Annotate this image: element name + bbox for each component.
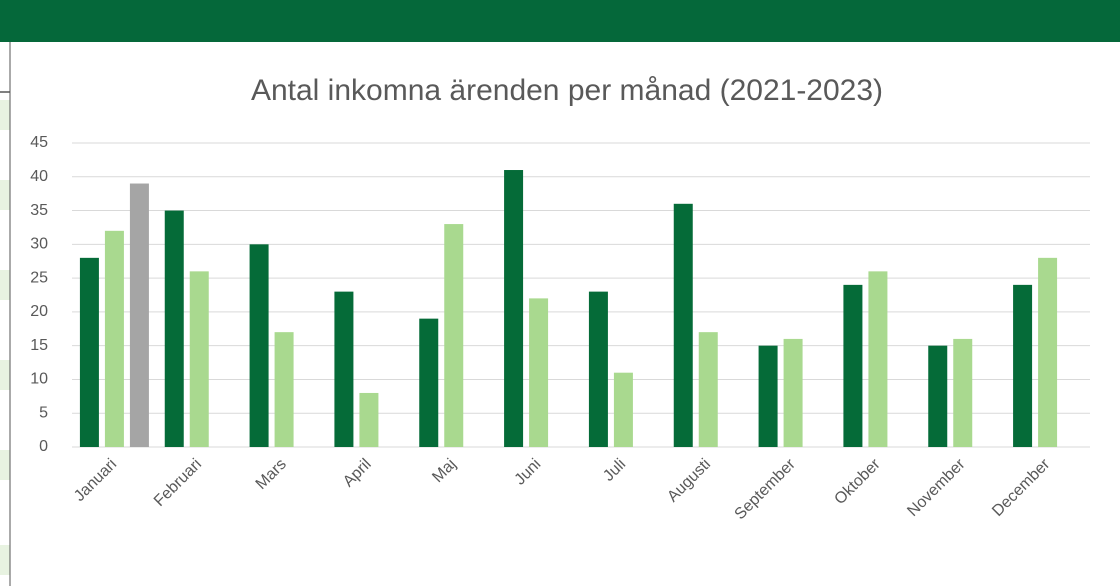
side-strip (0, 42, 11, 586)
y-tick-label: 15 (30, 337, 48, 354)
x-tick-label: November (904, 455, 969, 520)
bar (928, 345, 948, 447)
chart-title: Antal inkomna ärenden per månad (2021-20… (251, 74, 883, 107)
x-tick-label: Oktober (831, 455, 884, 508)
bar (164, 210, 184, 447)
y-tick-label: 45 (30, 134, 48, 151)
y-tick-label: 0 (39, 438, 48, 455)
bar (843, 284, 863, 447)
y-tick-label: 10 (30, 371, 48, 388)
bar (444, 224, 464, 447)
x-tick-label: September (732, 455, 800, 523)
bar (274, 332, 294, 447)
bar (783, 338, 803, 447)
x-tick-label: Maj (429, 456, 459, 486)
y-tick-label: 25 (30, 269, 48, 286)
y-tick-label: 40 (30, 168, 48, 185)
x-tick-label: Februari (151, 456, 205, 510)
x-tick-label: Mars (253, 456, 290, 493)
bar (79, 257, 99, 447)
bar (698, 332, 718, 447)
bar (529, 298, 549, 447)
bar (189, 271, 209, 447)
x-tick-label: Januari (71, 456, 120, 505)
bar (673, 203, 693, 447)
y-tick-label: 5 (39, 404, 48, 421)
bar (1013, 284, 1033, 447)
x-tick-label: December (989, 455, 1054, 520)
x-tick-label: Augusti (664, 456, 714, 506)
bar (359, 392, 379, 447)
bar (504, 170, 524, 447)
y-tick-label: 30 (30, 236, 48, 253)
header-bar (0, 0, 1120, 42)
y-tick-label: 35 (30, 202, 48, 219)
bar (334, 291, 354, 447)
bar (249, 244, 269, 447)
x-tick-label: April (340, 456, 375, 491)
bar (129, 183, 149, 448)
x-tick-label: Juli (600, 456, 629, 485)
bar (1038, 257, 1058, 447)
y-tick-label: 20 (30, 303, 48, 320)
bar (868, 271, 888, 447)
bar (419, 318, 439, 447)
bar (758, 345, 778, 447)
bar (953, 338, 973, 447)
bar (104, 230, 124, 447)
bar (613, 372, 633, 447)
bar (588, 291, 608, 447)
x-tick-label: Juni (512, 456, 545, 489)
